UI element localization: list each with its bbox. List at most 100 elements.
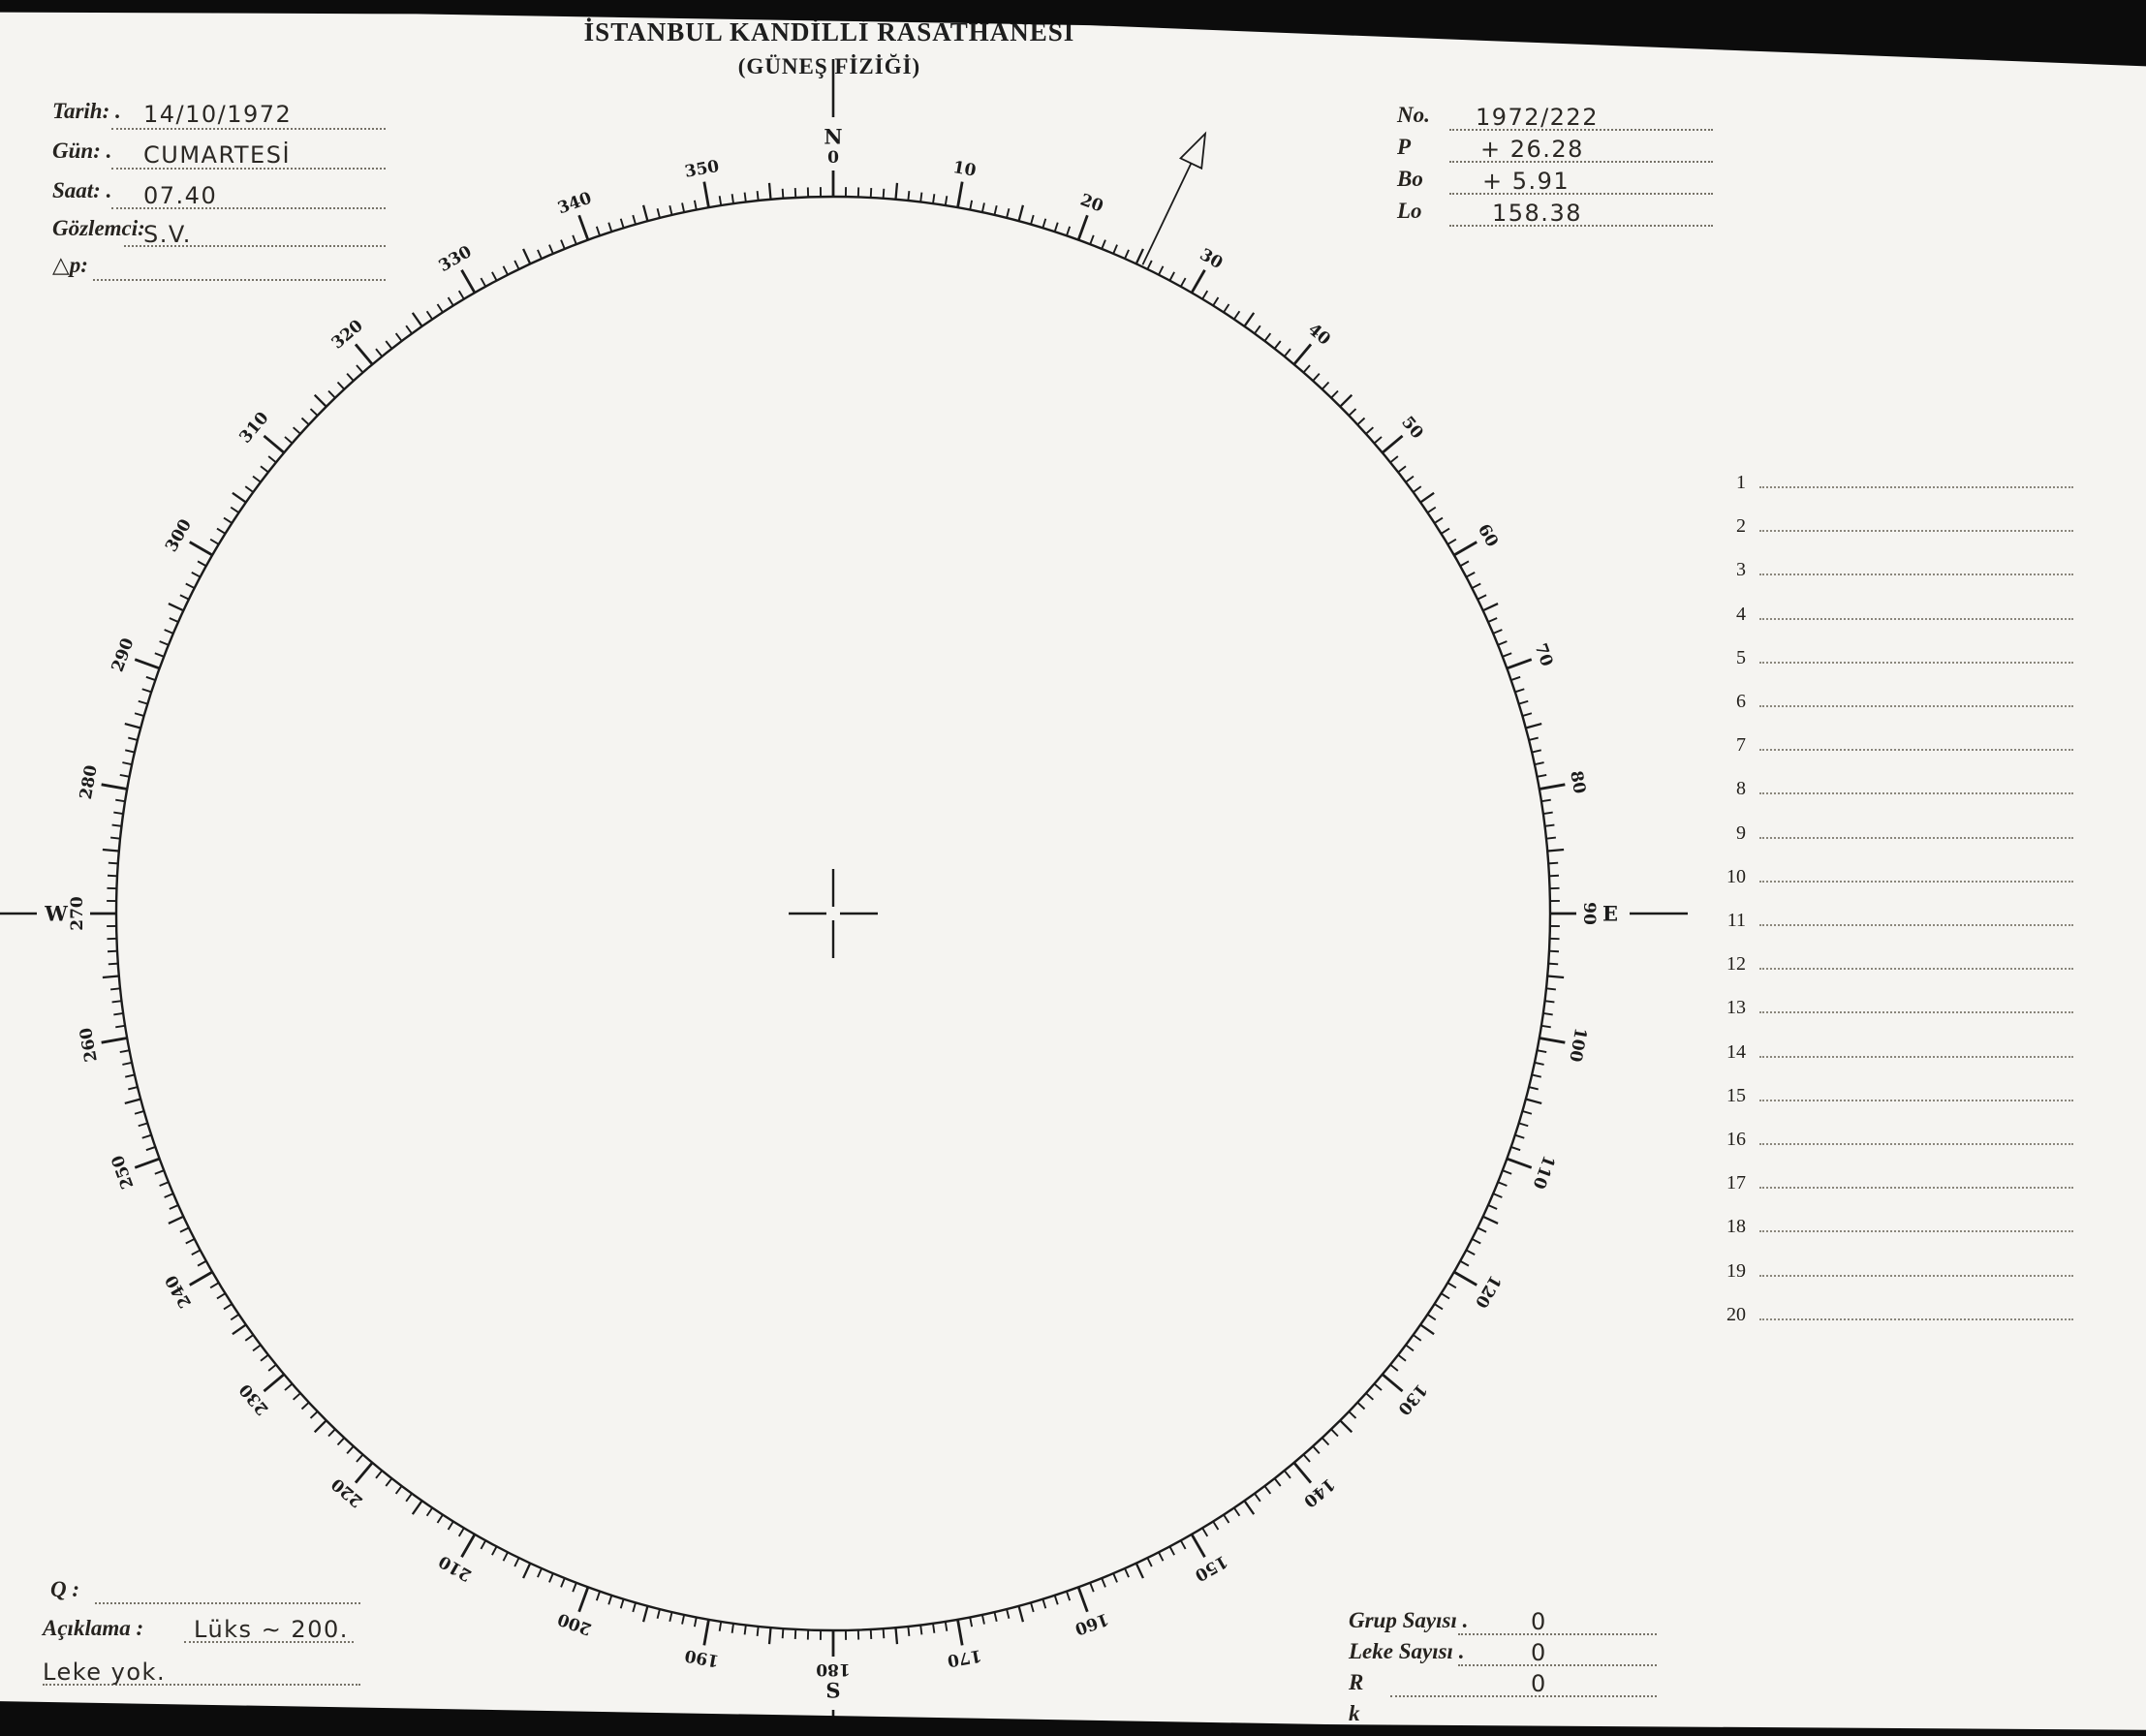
degree-tick (572, 234, 577, 245)
label-grup-sayisi: Grup Sayısı . (1349, 1608, 1469, 1632)
degree-tick (702, 1619, 710, 1646)
dotted-line (1759, 792, 2073, 795)
degree-tick (346, 373, 355, 382)
degree-tick (223, 1303, 233, 1311)
degree-tick (743, 1625, 747, 1635)
degree-tick (1545, 987, 1556, 991)
degree-tick (124, 722, 141, 729)
dotted-line (1759, 1011, 2073, 1014)
degree-tick (756, 191, 760, 202)
degree-label: 260 (77, 1026, 102, 1064)
degree-tick (356, 1453, 364, 1463)
degree-tick (1201, 290, 1209, 300)
degree-tick (375, 1470, 384, 1479)
degree-tick (980, 1614, 985, 1625)
degree-tick (141, 1133, 152, 1139)
dotted-line (1759, 1274, 2073, 1277)
degree-tick (1471, 1238, 1481, 1245)
degree-tick (164, 1193, 174, 1198)
degree-tick (1497, 1181, 1508, 1187)
degree-tick (260, 465, 269, 474)
degree-tick (1135, 1563, 1144, 1579)
degree-tick (907, 1626, 911, 1636)
degree-label: 30 (1197, 245, 1227, 273)
degree-tick (1518, 1122, 1529, 1128)
degree-label: 280 (77, 763, 102, 801)
degree-tick (185, 582, 196, 589)
degree-tick (1459, 560, 1470, 568)
degree-tick (154, 652, 165, 658)
dotted-line (1759, 574, 2073, 576)
dotted-line (1759, 1318, 2073, 1320)
degree-tick (656, 208, 661, 219)
dotted-line (93, 279, 386, 281)
list-item: 13 (1647, 997, 2083, 1020)
degree-tick (1124, 1567, 1130, 1578)
degree-tick (300, 417, 310, 426)
degree-tick (300, 1401, 310, 1410)
degree-tick (731, 1623, 734, 1633)
degree-tick (1263, 1485, 1272, 1495)
degree-tick (1471, 582, 1481, 589)
degree-tick (537, 249, 543, 260)
label-saat: Saat: . (52, 178, 112, 202)
degree-tick (894, 182, 899, 200)
degree-tick (293, 426, 301, 435)
degree-label: 20 (1077, 191, 1105, 217)
degree-tick (1419, 1323, 1435, 1336)
degree-tick (1076, 1586, 1089, 1613)
dotted-line (1759, 836, 2073, 839)
list-item-number: 8 (1736, 778, 1746, 800)
degree-tick (354, 1461, 374, 1484)
degree-tick (197, 560, 207, 568)
degree-tick (168, 1215, 184, 1224)
degree-tick (1312, 373, 1321, 382)
degree-tick (693, 200, 698, 210)
degree-tick (869, 1628, 873, 1640)
degree-tick (669, 1611, 673, 1622)
degree-tick (1446, 1282, 1457, 1289)
degree-tick (502, 265, 509, 276)
degree-tick (1135, 248, 1144, 264)
degree-tick (693, 1617, 698, 1628)
degree-label: 70 (1531, 641, 1557, 669)
degree-tick (1017, 1605, 1025, 1623)
degree-tick (882, 188, 886, 199)
degree-tick (1339, 393, 1353, 408)
degree-tick (1101, 1577, 1106, 1588)
degree-tick (107, 949, 118, 953)
position-angle-arrow-head (1179, 131, 1207, 170)
degree-tick (1487, 617, 1498, 623)
degree-tick (1190, 1534, 1206, 1558)
degree-tick (1492, 1193, 1503, 1198)
degree-tick (375, 348, 384, 357)
degree-tick (1397, 465, 1407, 474)
dotted-line (1759, 1143, 2073, 1145)
degree-tick (1146, 260, 1153, 270)
list-item-number: 6 (1736, 691, 1746, 712)
degree-tick (1548, 962, 1559, 966)
degree-tick (1413, 485, 1422, 493)
cardinal-s-label: S (825, 1679, 840, 1703)
dotted-line (1759, 1187, 2073, 1190)
degree-tick (411, 312, 423, 327)
degree-tick (1542, 1012, 1553, 1016)
degree-tick (1477, 1226, 1487, 1233)
degree-label: 110 (1528, 1153, 1558, 1192)
value-p: + 26.28 (1480, 136, 1584, 163)
degree-label: 150 (1191, 1551, 1230, 1585)
degree-tick (1223, 1514, 1230, 1524)
degree-tick (1528, 1086, 1539, 1091)
degree-tick (1540, 1024, 1551, 1029)
list-item-number: 11 (1726, 910, 1746, 931)
dotted-line (111, 168, 386, 170)
degree-tick (1381, 434, 1404, 454)
degree-tick (244, 485, 254, 493)
degree-tick (572, 1582, 577, 1593)
degree-tick (491, 1545, 498, 1556)
list-item: 20 (1647, 1304, 2083, 1327)
degree-tick (111, 1000, 122, 1004)
degree-tick (641, 1605, 649, 1623)
degree-tick (1179, 1539, 1187, 1550)
degree-tick (457, 290, 465, 300)
